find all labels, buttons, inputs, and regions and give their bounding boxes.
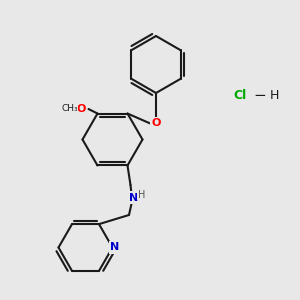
Text: H: H (138, 190, 145, 200)
Text: H: H (270, 89, 279, 103)
Text: N: N (129, 193, 138, 202)
Text: −: − (253, 88, 266, 104)
Text: N: N (110, 242, 119, 253)
Text: Cl: Cl (233, 89, 247, 103)
Text: O: O (151, 118, 161, 128)
Text: CH₃: CH₃ (61, 103, 78, 112)
Text: O: O (76, 104, 86, 114)
